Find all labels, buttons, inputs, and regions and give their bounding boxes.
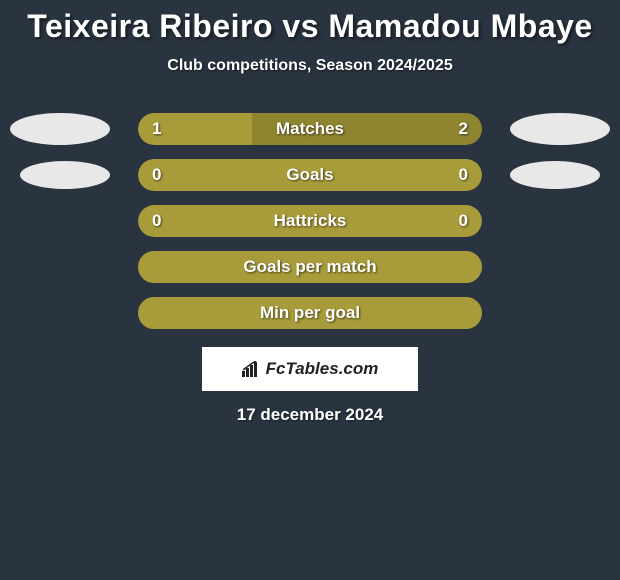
stat-bar: Goals per match: [138, 251, 482, 283]
stat-label: Goals: [286, 165, 333, 185]
subtitle: Club competitions, Season 2024/2025: [0, 57, 620, 75]
stat-label: Min per goal: [260, 303, 360, 323]
page-title: Teixeira Ribeiro vs Mamadou Mbaye: [0, 8, 620, 45]
stat-row: 1 Matches 2: [0, 113, 620, 145]
brand-text: FcTables.com: [266, 359, 379, 379]
player-avatar-right: [510, 113, 610, 145]
brand-box: FcTables.com: [202, 347, 418, 391]
stat-value-right: 0: [459, 211, 468, 231]
stat-bar: 0 Goals 0: [138, 159, 482, 191]
bars-container: 1 Matches 2 0 Goals 0 0 Hattricks 0 Goals per mat…: [0, 113, 620, 329]
stat-row: 0 Goals 0: [0, 159, 620, 191]
stat-row: Goals per match: [0, 251, 620, 283]
stat-value-left: 0: [152, 165, 161, 185]
stat-row: 0 Hattricks 0: [0, 205, 620, 237]
stat-label: Matches: [276, 119, 344, 139]
player-avatar-left: [20, 161, 110, 189]
stat-value-right: 2: [459, 119, 468, 139]
player-avatar-left: [10, 113, 110, 145]
stat-value-right: 0: [459, 165, 468, 185]
bar-segment-right: [310, 159, 482, 191]
stat-bar: 0 Hattricks 0: [138, 205, 482, 237]
stat-bar: Min per goal: [138, 297, 482, 329]
comparison-infographic: Teixeira Ribeiro vs Mamadou Mbaye Club c…: [0, 0, 620, 425]
stat-value-left: 0: [152, 211, 161, 231]
stat-row: Min per goal: [0, 297, 620, 329]
stat-bar: 1 Matches 2: [138, 113, 482, 145]
bar-segment-left: [138, 159, 310, 191]
stat-value-left: 1: [152, 119, 161, 139]
stat-label: Hattricks: [274, 211, 347, 231]
brand-label: FcTables.com: [242, 359, 379, 379]
stat-label: Goals per match: [243, 257, 376, 277]
chart-icon: [242, 361, 262, 377]
player-avatar-right: [510, 161, 600, 189]
date-label: 17 december 2024: [0, 405, 620, 425]
